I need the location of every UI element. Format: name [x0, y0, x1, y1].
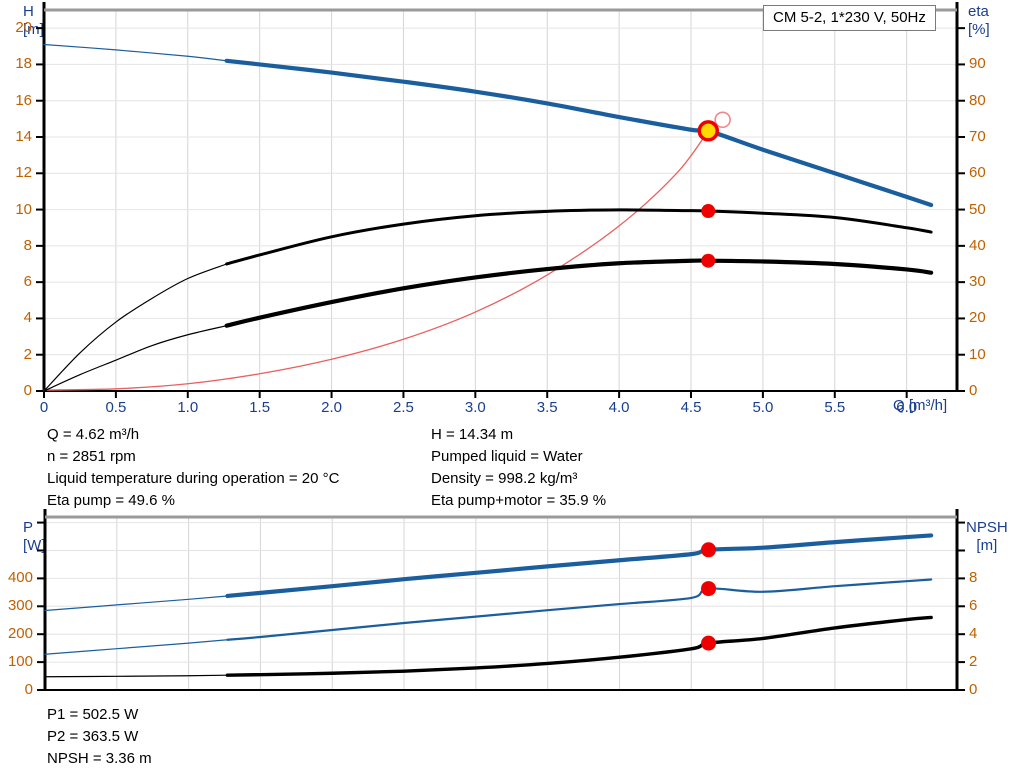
- head-curve-thin: [43, 43, 228, 62]
- upper-right-tick-label: 70: [969, 128, 986, 145]
- readout-npsh: NPSH = 3.36 m: [47, 750, 152, 767]
- eta-pump-motor-curve-thick: [224, 258, 934, 328]
- eta-pump-curve-thin: [43, 263, 228, 392]
- pump-model-title: CM 5-2, 1*230 V, 50Hz: [763, 5, 936, 31]
- lower-left-axis-caption-line1: P: [23, 519, 34, 536]
- upper-right-tick-label: 50: [969, 200, 986, 218]
- lower-right-axis-caption: NPSH [m]: [966, 519, 1008, 555]
- p2-curve-thin: [44, 639, 228, 655]
- head-curve-thick: [224, 58, 934, 208]
- readout-p2: P2 = 363.5 W: [47, 728, 139, 745]
- curve-label-p2: P2: [849, 594, 868, 611]
- upper-right-tick-label: 30: [969, 273, 986, 291]
- upper-x-tick-label: 2.5: [393, 399, 414, 416]
- upper-left-tick-label: 0: [23, 382, 32, 399]
- readout-eta-pump-motor: Eta pump+motor = 35.9 %: [431, 492, 607, 509]
- readout-p1: P1 = 502.5 W: [47, 706, 139, 723]
- lower-right-tick-label: 4: [969, 625, 978, 643]
- upper-right-tick-label: 60: [969, 164, 986, 182]
- npsh-curve-thin: [44, 674, 228, 678]
- npsh-curve-thick: [225, 615, 933, 677]
- upper-right-tick-label: 40: [969, 236, 986, 254]
- lower-left-tick-label: 0: [24, 681, 33, 698]
- upper-right-axis-caption: eta [%]: [968, 3, 990, 39]
- alternative-duty-point-marker: [714, 111, 731, 129]
- upper-x-tick-label: 6.0: [896, 399, 918, 416]
- readout-liquid-temperature: Liquid temperature during operation = 20…: [47, 470, 340, 487]
- readout-h: H = 14.34 m: [431, 426, 514, 443]
- upper-left-tick-label: 16: [15, 91, 32, 109]
- upper-x-tick-label: 3.0: [464, 399, 486, 416]
- eta-pump-duty-marker: [701, 204, 716, 219]
- p1-duty-marker: [701, 542, 717, 558]
- duty-point-marker: [697, 120, 720, 142]
- lower-left-axis-caption: P [W]: [23, 519, 46, 555]
- upper-left-tick-label: 8: [23, 236, 32, 254]
- lower-left-tick-label: 200: [7, 625, 33, 643]
- eta-pump-motor-curve-thin: [43, 325, 228, 392]
- p2-curve-thick: [226, 578, 933, 641]
- upper-x-tick-label: 4.0: [608, 399, 630, 416]
- readout-n: n = 2851 rpm: [47, 448, 136, 465]
- p1-curve-thin: [44, 595, 228, 612]
- upper-x-tick-label: 3.5: [536, 399, 558, 416]
- upper-left-tick-label: 2: [23, 345, 32, 363]
- upper-right-axis-caption-line2: [%]: [968, 21, 990, 38]
- lower-right-axis-caption-line1: NPSH: [966, 519, 1008, 536]
- upper-plot-background: [44, 10, 957, 391]
- upper-left-tick-label: 18: [15, 55, 32, 73]
- curve-label-p1: P1: [849, 536, 868, 553]
- lower-right-tick-label: 8: [969, 569, 978, 587]
- upper-x-axis-caption: Q [m³/h]: [893, 397, 948, 414]
- upper-x-tick-label: 5.5: [824, 399, 846, 416]
- upper-npsh-red-curve: [43, 130, 709, 391]
- upper-x-tick-label: 0: [39, 399, 49, 416]
- upper-right-tick-label: 80: [969, 91, 986, 109]
- lower-left-tick-label: 100: [7, 653, 33, 671]
- readout-pumped-liquid: Pumped liquid = Water: [431, 448, 583, 465]
- upper-left-tick-label: 20: [15, 19, 32, 37]
- upper-right-axis-caption-line1: eta: [968, 3, 989, 20]
- upper-left-axis-caption-line1: H: [23, 3, 34, 20]
- upper-left-tick-label: 12: [15, 164, 32, 182]
- pump-model-title-text: CM 5-2, 1*230 V, 50Hz: [773, 9, 926, 26]
- lower-left-tick-label: 300: [7, 597, 33, 615]
- p2-duty-marker: [701, 581, 717, 597]
- eta-pump-motor-duty-marker: [701, 253, 716, 268]
- npsh-duty-marker: [701, 635, 717, 651]
- p1-curve-thick: [225, 533, 934, 599]
- lower-right-tick-label: 2: [969, 653, 978, 671]
- upper-x-tick-label: 0.5: [105, 399, 127, 416]
- upper-right-tick-label: 90: [969, 55, 986, 73]
- upper-x-tick-label: 1.5: [249, 399, 271, 416]
- lower-right-tick-label: 0: [969, 681, 978, 698]
- lower-plot-background: [45, 517, 957, 690]
- lower-left-tick-label: 400: [7, 569, 33, 587]
- upper-left-axis-caption: H [m]: [23, 3, 44, 39]
- lower-left-axis-caption-line2: [W]: [23, 537, 46, 554]
- upper-left-axis-caption-line2: [m]: [23, 21, 44, 38]
- upper-x-tick-label: 1.0: [177, 399, 199, 416]
- upper-left-tick-label: 6: [23, 273, 32, 291]
- upper-x-tick-label: 4.5: [680, 399, 702, 416]
- readout-density: Density = 998.2 kg/m³: [431, 470, 578, 487]
- lower-right-tick-label: 6: [969, 597, 978, 615]
- upper-right-tick-label: 0: [969, 382, 978, 399]
- upper-x-tick-label: 5.0: [752, 399, 774, 416]
- lower-right-axis-caption-line2: [m]: [976, 537, 998, 554]
- upper-left-tick-label: 10: [15, 200, 32, 218]
- upper-x-tick-label: 2.0: [321, 399, 342, 416]
- upper-left-tick-label: 4: [23, 309, 32, 327]
- upper-right-tick-label: 20: [969, 309, 986, 327]
- eta-pump-curve-thick: [225, 208, 933, 266]
- readout-q: Q = 4.62 m³/h: [47, 426, 140, 443]
- upper-left-tick-label: 14: [15, 128, 32, 145]
- upper-right-tick-label: 10: [969, 345, 986, 363]
- readout-eta-pump: Eta pump = 49.6 %: [47, 492, 175, 509]
